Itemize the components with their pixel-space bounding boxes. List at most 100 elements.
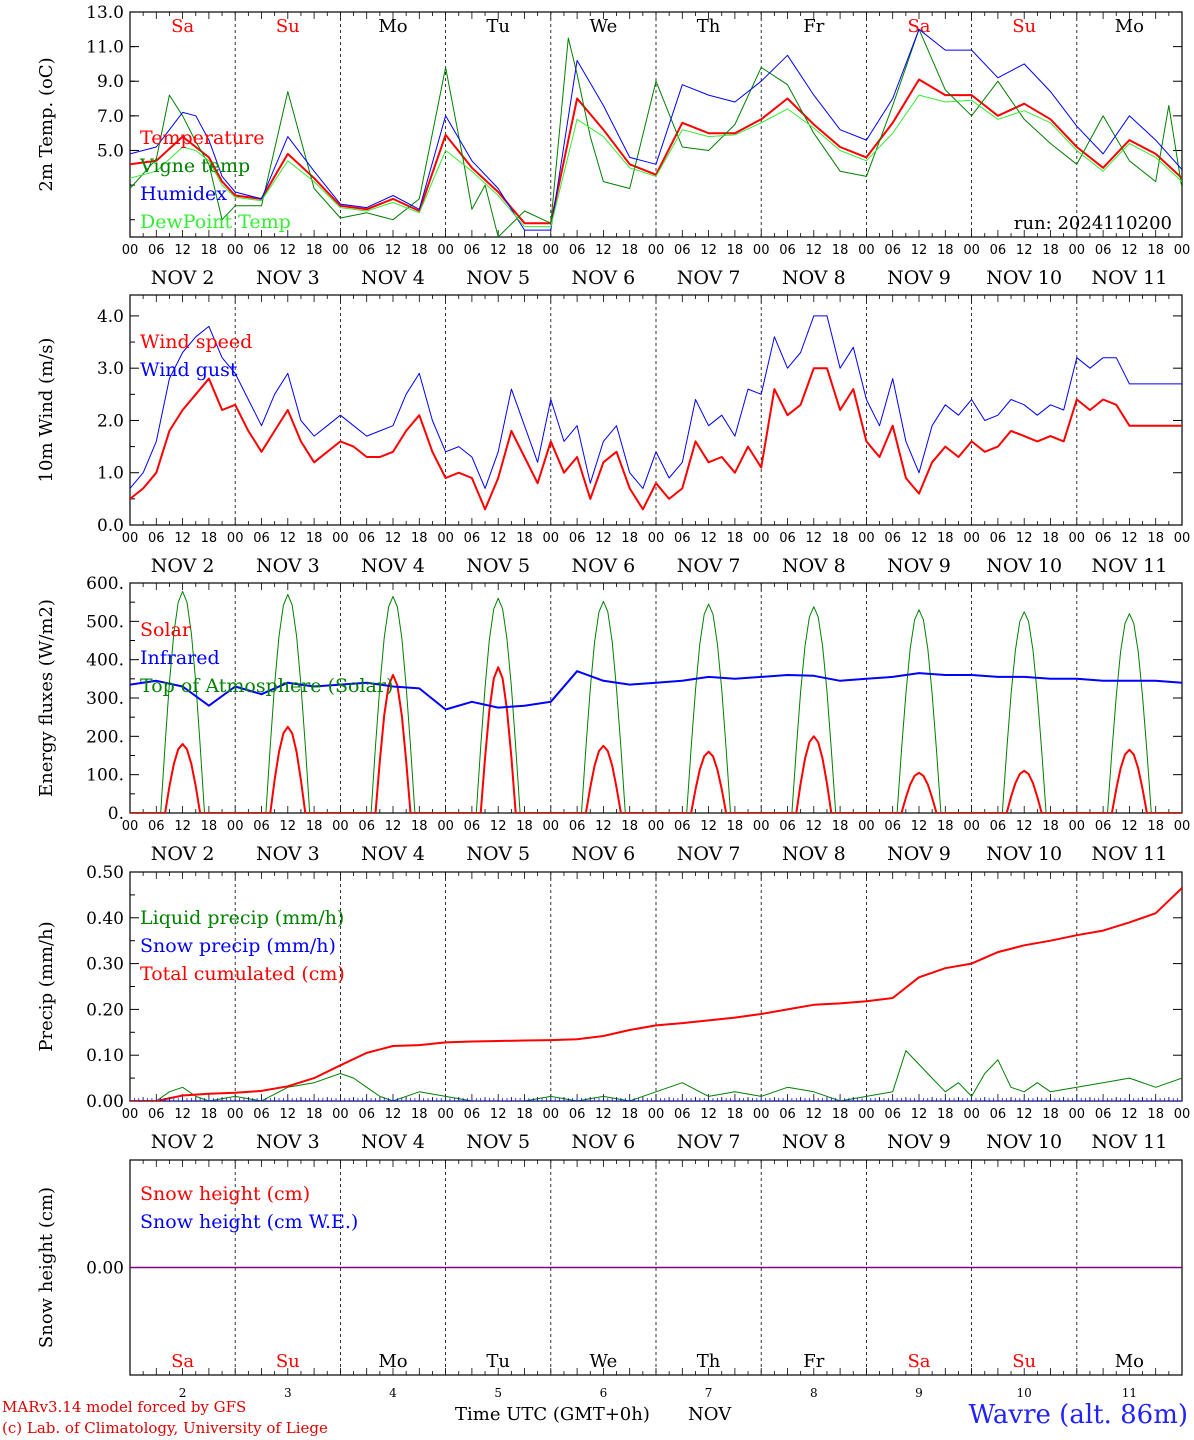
y-tick-label: 0.40 — [86, 909, 124, 929]
hour-label: 12 — [385, 531, 402, 546]
day-name: We — [590, 1351, 618, 1372]
hour-label: 06 — [779, 1107, 796, 1122]
y-tick-label: 1.0 — [97, 464, 124, 484]
station-name: Wavre (alt. 86m) — [968, 1400, 1188, 1430]
hour-label: 12 — [174, 819, 191, 834]
run-label: run: 2024110200 — [1014, 213, 1172, 234]
hour-label: 12 — [1016, 819, 1033, 834]
y-tick-label: 0.00 — [86, 1259, 124, 1279]
date-label: NOV 5 — [466, 267, 530, 289]
hour-label: 18 — [832, 819, 849, 834]
legend-entry: Snow precip (mm/h) — [140, 935, 336, 957]
date-label: NOV 9 — [887, 1131, 951, 1153]
panel-5: 0.00 Snow height (cm) Sa Su Mo Tu We Th Fr Sa Su Mo… — [36, 1159, 1183, 1400]
hour-label: 18 — [411, 819, 428, 834]
hour-label: 12 — [806, 531, 823, 546]
day-name: Su — [1012, 16, 1036, 37]
day-name: Mo — [1115, 1351, 1144, 1372]
hour-label: 06 — [674, 819, 691, 834]
hour-label: 00 — [1174, 531, 1191, 546]
date-label: NOV 4 — [361, 843, 425, 865]
hour-label: 18 — [1147, 531, 1164, 546]
hour-label: 06 — [779, 819, 796, 834]
hour-label: 00 — [543, 1107, 560, 1122]
date-label: NOV 9 — [887, 843, 951, 865]
hour-label: 06 — [674, 243, 691, 258]
hour-label: 12 — [595, 1107, 612, 1122]
hour-label: 00 — [1174, 1107, 1191, 1122]
hour-label: 00 — [1069, 243, 1086, 258]
series-infrared — [130, 670, 1182, 711]
hour-label: 00 — [543, 531, 560, 546]
hour-label: 06 — [990, 531, 1007, 546]
hour-label: 12 — [280, 1107, 297, 1122]
y-tick-label: 400. — [86, 651, 124, 671]
day-name: Su — [1012, 1351, 1036, 1372]
day-name: We — [590, 16, 618, 37]
series-2 — [130, 887, 1182, 1101]
hour-label: 18 — [621, 243, 638, 258]
hour-label: 00 — [1069, 1107, 1086, 1122]
hour-label: 00 — [963, 531, 980, 546]
date-label: NOV 3 — [256, 555, 320, 577]
hour-label: 18 — [727, 819, 744, 834]
y-axis-label: 2m Temp. (oC) — [36, 57, 57, 191]
y-tick-label: 2.0 — [97, 411, 124, 431]
day-name: Fr — [803, 16, 824, 37]
y-tick-label: 13.0 — [86, 3, 124, 23]
day-name: Mo — [1115, 16, 1144, 37]
hour-label: 00 — [227, 1107, 244, 1122]
y-tick-label: 0.20 — [86, 1000, 124, 1020]
hour-label: 00 — [122, 531, 139, 546]
hour-label: 12 — [490, 1107, 507, 1122]
hour-label: 12 — [806, 243, 823, 258]
hour-label: 18 — [937, 243, 954, 258]
day-number: 7 — [705, 1386, 713, 1400]
panel-1: 5.07.09.011.013.015.017.02m Temp. (oC)00… — [36, 3, 1190, 289]
date-label: NOV 7 — [677, 267, 741, 289]
hour-label: 18 — [516, 1107, 533, 1122]
date-label: NOV 7 — [677, 843, 741, 865]
hour-label: 12 — [1016, 1107, 1033, 1122]
series-group — [130, 315, 1182, 511]
hour-label: 12 — [385, 1107, 402, 1122]
date-label: NOV 5 — [466, 555, 530, 577]
hour-label: 06 — [569, 531, 586, 546]
day-name: Sa — [907, 16, 930, 37]
hour-label: 06 — [674, 531, 691, 546]
y-tick-label: 600. — [86, 574, 124, 594]
y-tick-label: 0.30 — [86, 955, 124, 975]
hour-label: 00 — [858, 243, 875, 258]
hour-label: 12 — [385, 819, 402, 834]
hour-label: 06 — [464, 243, 481, 258]
date-label: NOV 11 — [1091, 1131, 1167, 1153]
hour-label: 18 — [306, 243, 323, 258]
hour-label: 18 — [832, 531, 849, 546]
series-group — [130, 28, 1182, 237]
hour-label: 12 — [700, 531, 717, 546]
legend-entry: DewPoint Temp — [140, 211, 291, 233]
hour-label: 12 — [700, 819, 717, 834]
series-group — [130, 887, 1182, 1101]
date-label: NOV 2 — [151, 1131, 215, 1153]
hour-label: 06 — [674, 1107, 691, 1122]
y-tick-label: 300. — [86, 689, 124, 709]
legend-entry: Humidex — [140, 183, 227, 205]
hour-label: 06 — [253, 1107, 270, 1122]
y-tick-label: 0.50 — [86, 863, 124, 883]
hour-label: 06 — [990, 243, 1007, 258]
date-label: NOV 11 — [1091, 555, 1167, 577]
y-tick-label: 3.0 — [97, 359, 124, 379]
hour-label: 12 — [280, 819, 297, 834]
hour-label: 00 — [543, 243, 560, 258]
series-group — [130, 590, 1182, 813]
hour-label: 18 — [832, 1107, 849, 1122]
day-number: 2 — [179, 1386, 187, 1400]
y-axis-label: Snow height (cm) — [36, 1187, 57, 1348]
legend-entry: Snow height (cm W.E.) — [140, 1211, 358, 1233]
y-tick-label: 200. — [86, 727, 124, 747]
lab-credit: (c) Lab. of Climatology, University of L… — [2, 1419, 328, 1437]
hour-label: 18 — [201, 819, 218, 834]
hour-label: 12 — [490, 243, 507, 258]
hour-label: 12 — [700, 243, 717, 258]
